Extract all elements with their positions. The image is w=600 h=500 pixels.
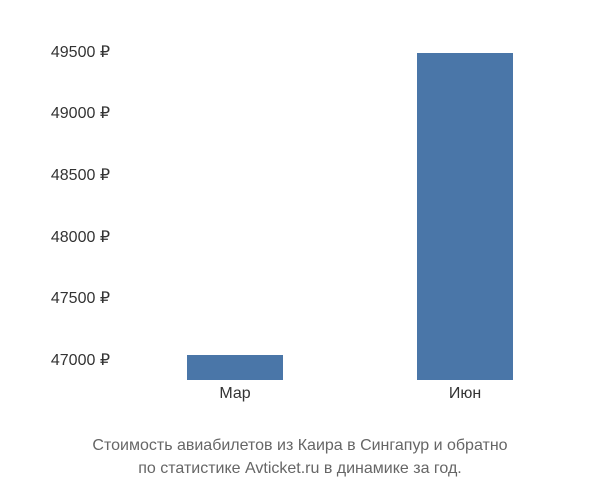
x-tick-label: Мар: [219, 385, 250, 403]
y-tick-label: 49000 ₽: [20, 103, 110, 123]
y-tick-label: 48000 ₽: [20, 227, 110, 247]
plot-area: [120, 10, 580, 380]
caption-line-2: по статистике Avticket.ru в динамике за …: [138, 460, 462, 477]
price-chart: 47000 ₽ 47500 ₽ 48000 ₽ 48500 ₽ 49000 ₽ 49500…: [20, 10, 580, 410]
y-axis: 47000 ₽ 47500 ₽ 48000 ₽ 48500 ₽ 49000 ₽ 49500…: [20, 10, 110, 380]
x-axis: Мар Июн: [120, 385, 580, 410]
chart-caption: Стоимость авиабилетов из Каира в Сингапу…: [0, 435, 600, 480]
y-tick-label: 47000 ₽: [20, 350, 110, 370]
bar: [187, 355, 284, 380]
x-tick-label: Июн: [449, 385, 481, 403]
y-tick-label: 48500 ₽: [20, 165, 110, 185]
bar: [417, 53, 514, 380]
y-tick-label: 47500 ₽: [20, 288, 110, 308]
caption-line-1: Стоимость авиабилетов из Каира в Сингапу…: [92, 437, 507, 454]
y-tick-label: 49500 ₽: [20, 42, 110, 62]
